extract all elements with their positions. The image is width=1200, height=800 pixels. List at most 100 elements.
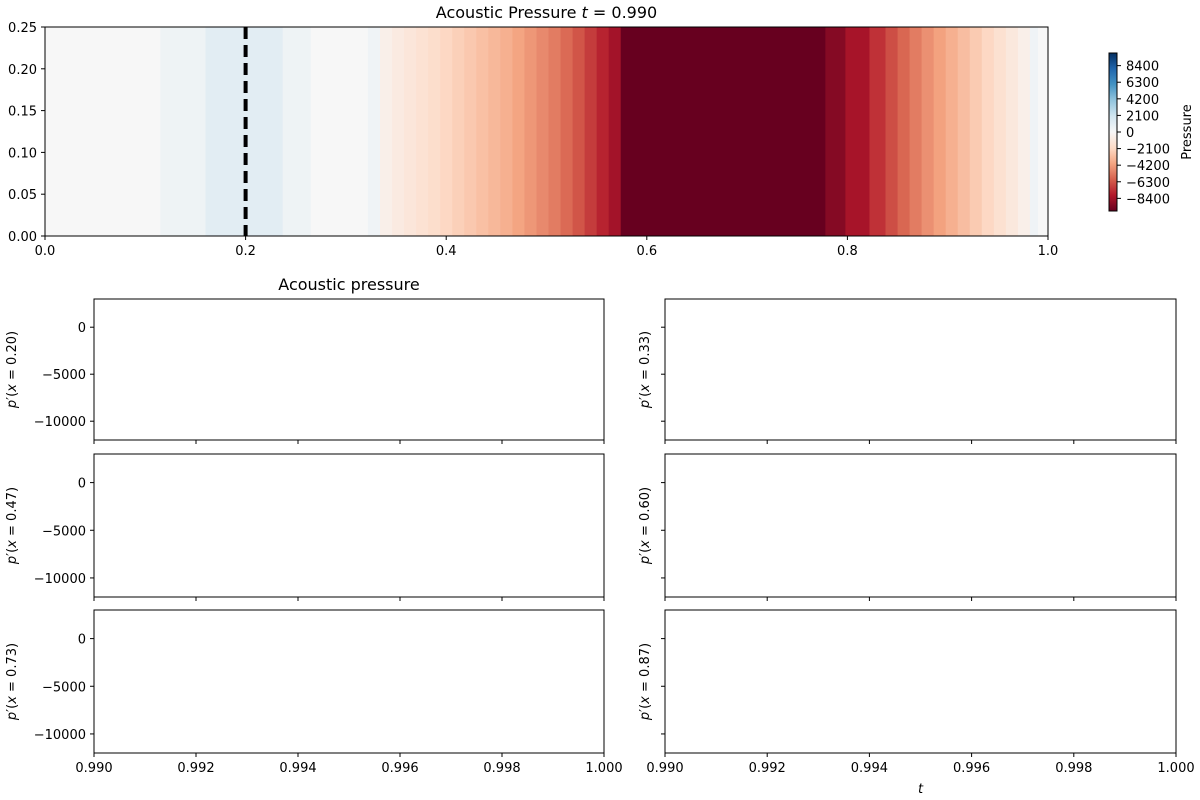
heatmap-cell-36 (957, 27, 971, 236)
heatmap-cell-37 (969, 27, 983, 236)
panel-ylabel-value: 0.73 (5, 648, 20, 677)
panel-ylabel: p′(x = 0.87) (638, 643, 653, 721)
heatmap-title-prefix: Acoustic Pressure (436, 3, 582, 22)
panel-x-tick-label: 0.994 (851, 761, 888, 776)
heatmap-cell-34 (933, 27, 947, 236)
panel-x-tick-label: 0.998 (483, 761, 520, 776)
panel-x-tick-label: 0.990 (646, 761, 683, 776)
heatmap-cell-42 (1029, 27, 1039, 236)
heatmap-cell-28 (845, 27, 871, 236)
panel-y-tick-label: 0 (78, 477, 86, 492)
panel-frame (93, 609, 605, 754)
panel-x-tick-label: 1.000 (1157, 761, 1194, 776)
heatmap-cell-20 (548, 27, 562, 236)
heatmap-title: Acoustic Pressure t = 0.990 (436, 3, 657, 22)
colorbar-tick-label: 8400 (1126, 60, 1159, 75)
panel-ylabel: p′(x = 0.73) (5, 643, 20, 721)
heatmap-cell-19 (536, 27, 550, 236)
panel-frame (93, 453, 605, 598)
panel-y-tick-label: 0 (78, 633, 86, 648)
panel-ylabel-value: 0.87 (638, 648, 653, 677)
panel-y-tick-label: 0 (78, 321, 86, 336)
heatmap-x-tick-label: 1.0 (1038, 244, 1059, 259)
pressure-heatmap (45, 27, 1049, 236)
heatmap-cell-29 (869, 27, 887, 236)
colorbar-tick-label: 0 (1126, 126, 1134, 141)
heatmap-x-tick-label: 0.0 (35, 244, 56, 259)
panel-ylabel: p′(x = 0.20) (5, 331, 20, 409)
panel-frame (664, 609, 1177, 754)
heatmap-y-tick-label: 0.20 (8, 63, 37, 78)
panel-ylabel-value: 0.20 (5, 336, 20, 365)
heatmap-y-tick-label: 0.00 (8, 230, 37, 245)
panel-y-tick-label: −5000 (42, 680, 86, 695)
heatmap-cell-26 (620, 27, 826, 236)
panel-frame (664, 298, 1177, 441)
heatmap-x-tick-label: 0.2 (235, 244, 256, 259)
panel-ylabel: p′(x = 0.47) (5, 487, 20, 565)
panel-x-tick-label: 0.992 (177, 761, 214, 776)
panel-ylabel-value: 0.47 (5, 492, 20, 521)
panel-x-tick-label: 0.996 (953, 761, 990, 776)
colorbar-tick-label: −2100 (1126, 143, 1170, 158)
heatmap-cell-22 (572, 27, 586, 236)
panel-frame (93, 298, 605, 441)
heatmap-cell-12 (452, 27, 465, 236)
pressure-panel-4: 0 −5000 −10000 0.990 0.992 0.994 0.996 0.998 1.0… (5, 609, 623, 776)
colorbar (1108, 52, 1118, 212)
heatmap-x-tick-label: 0.4 (436, 244, 457, 259)
heatmap-cell-1 (160, 27, 207, 236)
colorbar-tick-label: −4200 (1126, 159, 1170, 174)
heatmap-cell-15 (488, 27, 501, 236)
heatmap-title-suffix: = 0.990 (588, 3, 657, 22)
heatmap-cell-21 (560, 27, 574, 236)
pressure-panel-1: p′(x = 0.33) (638, 298, 1177, 444)
heatmap-cell-33 (921, 27, 935, 236)
heatmap-cell-24 (596, 27, 610, 236)
colorbar-tick-label: −8400 (1126, 192, 1170, 207)
pressure-panel-0: 0 −5000 −10000 p′(x = 0.20) (5, 298, 605, 444)
panel-x-tick-label: 0.998 (1055, 761, 1092, 776)
heatmap-y-tick-label: 0.15 (8, 105, 37, 120)
heatmap-cell-35 (945, 27, 959, 236)
heatmap-cell-4 (310, 27, 369, 236)
panel-x-tick-label: 0.996 (381, 761, 418, 776)
heatmap-cell-17 (512, 27, 526, 236)
heatmap-cell-32 (909, 27, 923, 236)
panel-x-tick-label: 1.000 (585, 761, 622, 776)
pressure-panels-title: Acoustic pressure (278, 275, 419, 294)
heatmap-cell-3 (282, 27, 312, 236)
panel-y-tick-label: −5000 (42, 524, 86, 539)
heatmap-cell-39 (993, 27, 1007, 236)
heatmap-cell-16 (500, 27, 513, 236)
pressure-panel-3: p′(x = 0.60) (638, 453, 1177, 601)
heatmap-cell-6 (380, 27, 393, 236)
colorbar-label: Pressure (1180, 104, 1195, 160)
colorbar-tick-label: 4200 (1126, 93, 1159, 108)
panel-x-tick-label: 0.992 (749, 761, 786, 776)
panel-y-tick-label: −10000 (34, 728, 86, 743)
heatmap-cell-9 (416, 27, 429, 236)
colorbar-tick-label: 2100 (1126, 109, 1159, 124)
heatmap-cell-30 (885, 27, 899, 236)
heatmap-x-tick-label: 0.6 (636, 244, 657, 259)
heatmap-y-tick-label: 0.25 (8, 21, 37, 36)
heatmap-cell-31 (897, 27, 911, 236)
heatmap-cell-13 (464, 27, 477, 236)
panels-xlabel: t (918, 782, 924, 797)
panel-y-tick-label: −5000 (42, 368, 86, 383)
panel-ylabel: p′(x = 0.33) (638, 331, 653, 409)
pressure-panel-2: 0 −5000 −10000 p′(x = 0.47) (5, 453, 605, 601)
heatmap-cell-27 (825, 27, 846, 236)
heatmap-cell-41 (1017, 27, 1031, 236)
panel-ylabel: p′(x = 0.60) (638, 487, 653, 565)
panel-x-tick-label: 0.990 (75, 761, 112, 776)
heatmap-x-tick-label: 0.8 (837, 244, 858, 259)
heatmap-cell-10 (428, 27, 441, 236)
panel-y-tick-label: −10000 (34, 572, 86, 587)
colorbar-tick-label: 6300 (1126, 76, 1159, 91)
panel-y-tick-label: −10000 (34, 415, 86, 430)
heatmap-cell-40 (1005, 27, 1019, 236)
heatmap-cell-0 (45, 27, 161, 236)
